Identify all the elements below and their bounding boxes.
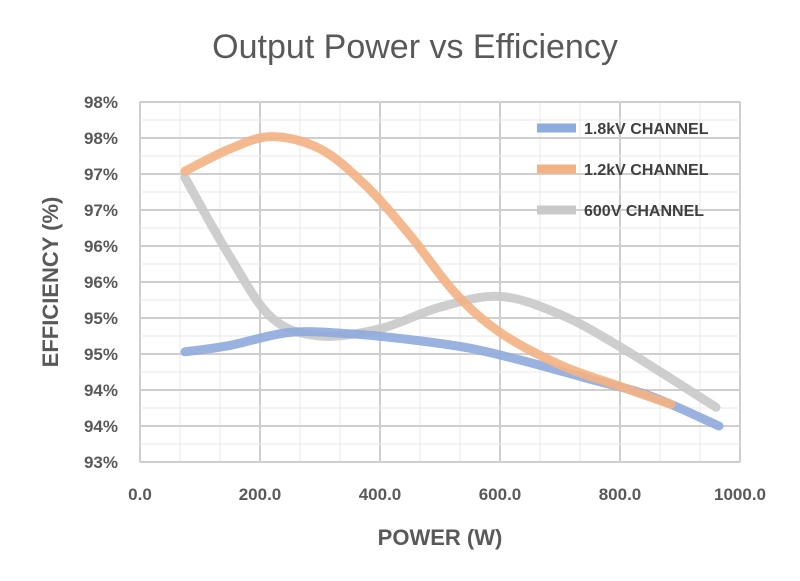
y-tick-label: 96% (84, 237, 118, 256)
x-tick-label: 600.0 (479, 485, 522, 504)
series-line-1-8kv-channel (180, 327, 724, 431)
x-tick-label: 0.0 (128, 485, 152, 504)
y-tick-label: 94% (84, 417, 118, 436)
x-tick-label: 800.0 (599, 485, 642, 504)
y-tick-label: 97% (84, 201, 118, 220)
y-tick-label: 94% (84, 381, 118, 400)
legend-label: 600V CHANNEL (584, 203, 704, 220)
y-tick-label: 97% (84, 165, 118, 184)
x-tick-label: 200.0 (239, 485, 282, 504)
tick-labels: 0.0 200.0 400.0 600.0 800.0 1000.0 93% 94% 94% 95… (84, 93, 766, 504)
y-tick-label: 98% (84, 93, 118, 112)
series-layer (180, 132, 724, 431)
series-line-1-2kv-channel (180, 132, 676, 409)
legend-label: 1.2kV CHANNEL (584, 162, 709, 179)
chart-title: Output Power vs Efficiency (212, 28, 618, 66)
y-tick-label: 95% (84, 345, 118, 364)
y-tick-label: 93% (84, 453, 118, 472)
x-tick-label: 1000.0 (714, 485, 766, 504)
y-tick-label: 96% (84, 273, 118, 292)
y-axis-label: EFFICIENCY (%) (38, 197, 63, 368)
gridlines (139, 101, 741, 463)
x-axis-label: POWER (W) (378, 525, 503, 550)
y-tick-label: 95% (84, 309, 118, 328)
x-tick-label: 400.0 (359, 485, 402, 504)
series-line-600v-channel (180, 173, 721, 412)
legend-label: 1.8kV CHANNEL (584, 121, 709, 138)
legend: 1.8kV CHANNEL 1.2kV CHANNEL 600V CHANNEL (537, 121, 709, 220)
y-tick-label: 98% (84, 129, 118, 148)
